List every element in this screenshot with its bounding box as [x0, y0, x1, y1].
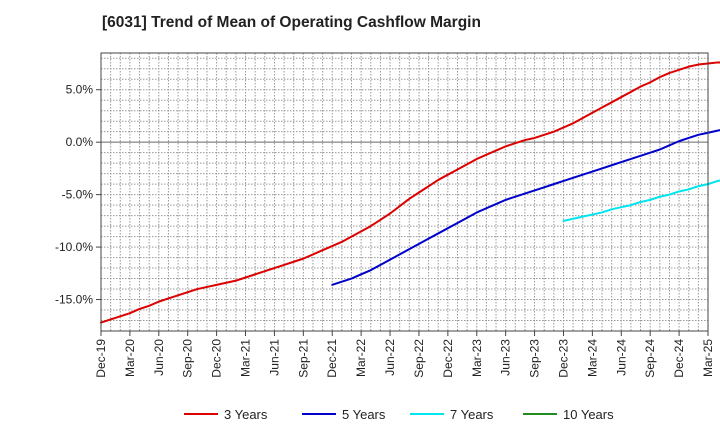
x-tick-label: Mar-20 — [123, 339, 137, 377]
x-tick-label: Jun-21 — [267, 339, 281, 376]
grid-layer — [101, 53, 708, 332]
x-tick-label: Sep-22 — [412, 339, 426, 378]
x-tick-label: Mar-25 — [701, 339, 715, 377]
legend-label: 3 Years — [224, 407, 268, 422]
legend: 3 Years 5 Years 7 Years 10 Years — [184, 407, 614, 422]
x-tick-label: Sep-20 — [181, 339, 195, 378]
x-tick-label: Mar-21 — [239, 339, 253, 377]
x-tick-label: Mar-22 — [354, 339, 368, 377]
x-tick-label: Sep-24 — [643, 339, 657, 378]
y-tick-label: 0.0% — [66, 135, 94, 149]
x-tick-label: Dec-19 — [94, 339, 108, 378]
x-tick-label: Mar-23 — [470, 339, 484, 377]
series-layer — [100, 61, 720, 324]
x-tick-label: Mar-24 — [585, 339, 599, 377]
y-tick-label: -15.0% — [55, 293, 93, 307]
series-line-7-years — [562, 179, 720, 222]
x-tick-label: Dec-22 — [441, 339, 455, 378]
y-tick-label: -5.0% — [62, 188, 94, 202]
axis-layer: 5.0% 0.0% -5.0% -10.0% -15.0% Dec-19 Mar-20 Jun… — [55, 83, 715, 378]
series-line-3-years — [100, 61, 720, 324]
x-tick-label: Sep-23 — [528, 339, 542, 378]
x-tick-label: Dec-21 — [325, 339, 339, 378]
plot-frame — [100, 52, 709, 332]
legend-label: 10 Years — [563, 407, 614, 422]
x-tick-label: Jun-20 — [152, 339, 166, 376]
chart-title: [6031] Trend of Mean of Operating Cashfl… — [102, 14, 481, 31]
x-tick-label: Dec-20 — [210, 339, 224, 378]
series-line-5-years — [331, 129, 720, 286]
legend-label: 7 Years — [450, 407, 494, 422]
x-tick-label: Jun-22 — [383, 339, 397, 376]
x-tick-label: Jun-24 — [614, 339, 628, 376]
x-tick-label: Jun-23 — [499, 339, 513, 376]
legend-label: 5 Years — [342, 407, 386, 422]
x-tick-label: Dec-23 — [556, 339, 570, 378]
x-tick-label: Dec-24 — [672, 339, 686, 378]
y-tick-label: 5.0% — [66, 83, 94, 97]
x-tick-label: Sep-21 — [296, 339, 310, 378]
y-tick-label: -10.0% — [55, 240, 93, 254]
